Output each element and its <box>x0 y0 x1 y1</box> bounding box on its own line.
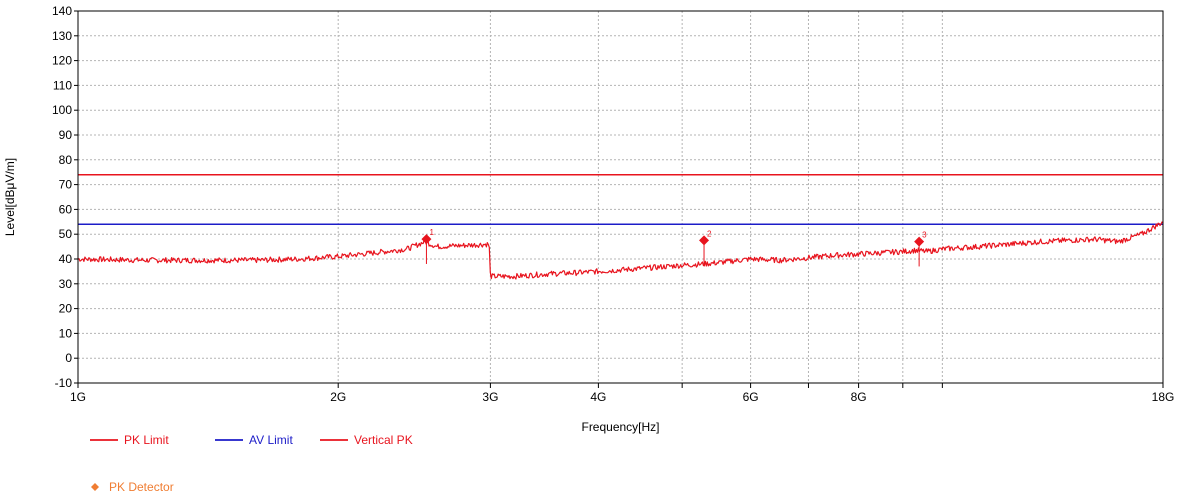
pk-detector-marker <box>421 234 432 245</box>
x-tick-label: 18G <box>1152 390 1175 404</box>
y-tick-label: 30 <box>59 277 73 291</box>
y-tick-label: 130 <box>52 29 72 43</box>
y-tick-label: -10 <box>55 376 73 390</box>
legend-diamond-icon <box>91 483 99 491</box>
pk-detector-marker <box>914 236 925 247</box>
y-tick-label: 90 <box>59 128 73 142</box>
marker-number-label: 1 <box>429 228 434 237</box>
x-tick-label: 4G <box>590 390 606 404</box>
y-tick-label: 120 <box>52 54 72 68</box>
series-group <box>77 173 1164 280</box>
x-tick-label: 8G <box>851 390 867 404</box>
series-line-vertical-pk <box>77 221 1164 280</box>
y-axis-label: Level[dBμV/m] <box>3 158 17 236</box>
x-tick-label: 6G <box>743 390 759 404</box>
y-tick-label: 20 <box>59 302 73 316</box>
x-tick-label: 3G <box>482 390 498 404</box>
legend-label-pk-detector: PK Detector <box>109 480 174 494</box>
plot-frame <box>77 10 1164 384</box>
y-tick-label: 40 <box>59 252 73 266</box>
x-axis-ticks: 1G 2G 3G 4G 6G 8G 18G <box>70 383 1174 404</box>
grid <box>77 10 1164 384</box>
y-tick-label: 70 <box>59 178 73 192</box>
y-tick-label: 140 <box>52 4 72 18</box>
y-tick-label: 60 <box>59 202 73 216</box>
marker-group: 1 2 3 <box>421 228 927 267</box>
marker-number-label: 3 <box>922 231 927 240</box>
y-tick-label: 110 <box>53 78 72 92</box>
y-axis-ticks: -10 0 10 20 30 40 50 60 70 80 90 100 110 120 130 140 <box>52 4 78 390</box>
legend: PK Limit AV Limit Vertical PK PK Detector <box>90 433 413 494</box>
x-axis-label: Frequency[Hz] <box>581 420 659 434</box>
legend-label-av-limit: AV Limit <box>249 433 293 447</box>
y-tick-label: 100 <box>52 103 72 117</box>
x-tick-label: 2G <box>330 390 346 404</box>
pk-detector-marker <box>699 235 710 246</box>
marker-number-label: 2 <box>707 229 712 238</box>
y-tick-label: 80 <box>59 153 73 167</box>
legend-label-pk-limit: PK Limit <box>124 433 169 447</box>
legend-label-vertical-pk: Vertical PK <box>354 433 413 447</box>
x-tick-label: 1G <box>70 390 86 404</box>
y-tick-label: 50 <box>59 227 73 241</box>
y-tick-label: 10 <box>59 326 73 340</box>
y-tick-label: 0 <box>65 351 72 365</box>
